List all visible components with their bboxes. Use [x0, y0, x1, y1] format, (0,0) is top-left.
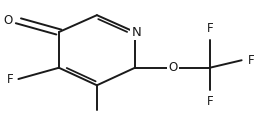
Text: O: O [168, 61, 178, 74]
Text: F: F [206, 22, 213, 35]
Text: F: F [206, 95, 213, 108]
Text: F: F [7, 73, 14, 86]
Text: N: N [131, 26, 141, 39]
Text: F: F [248, 54, 254, 67]
Text: O: O [3, 14, 12, 27]
